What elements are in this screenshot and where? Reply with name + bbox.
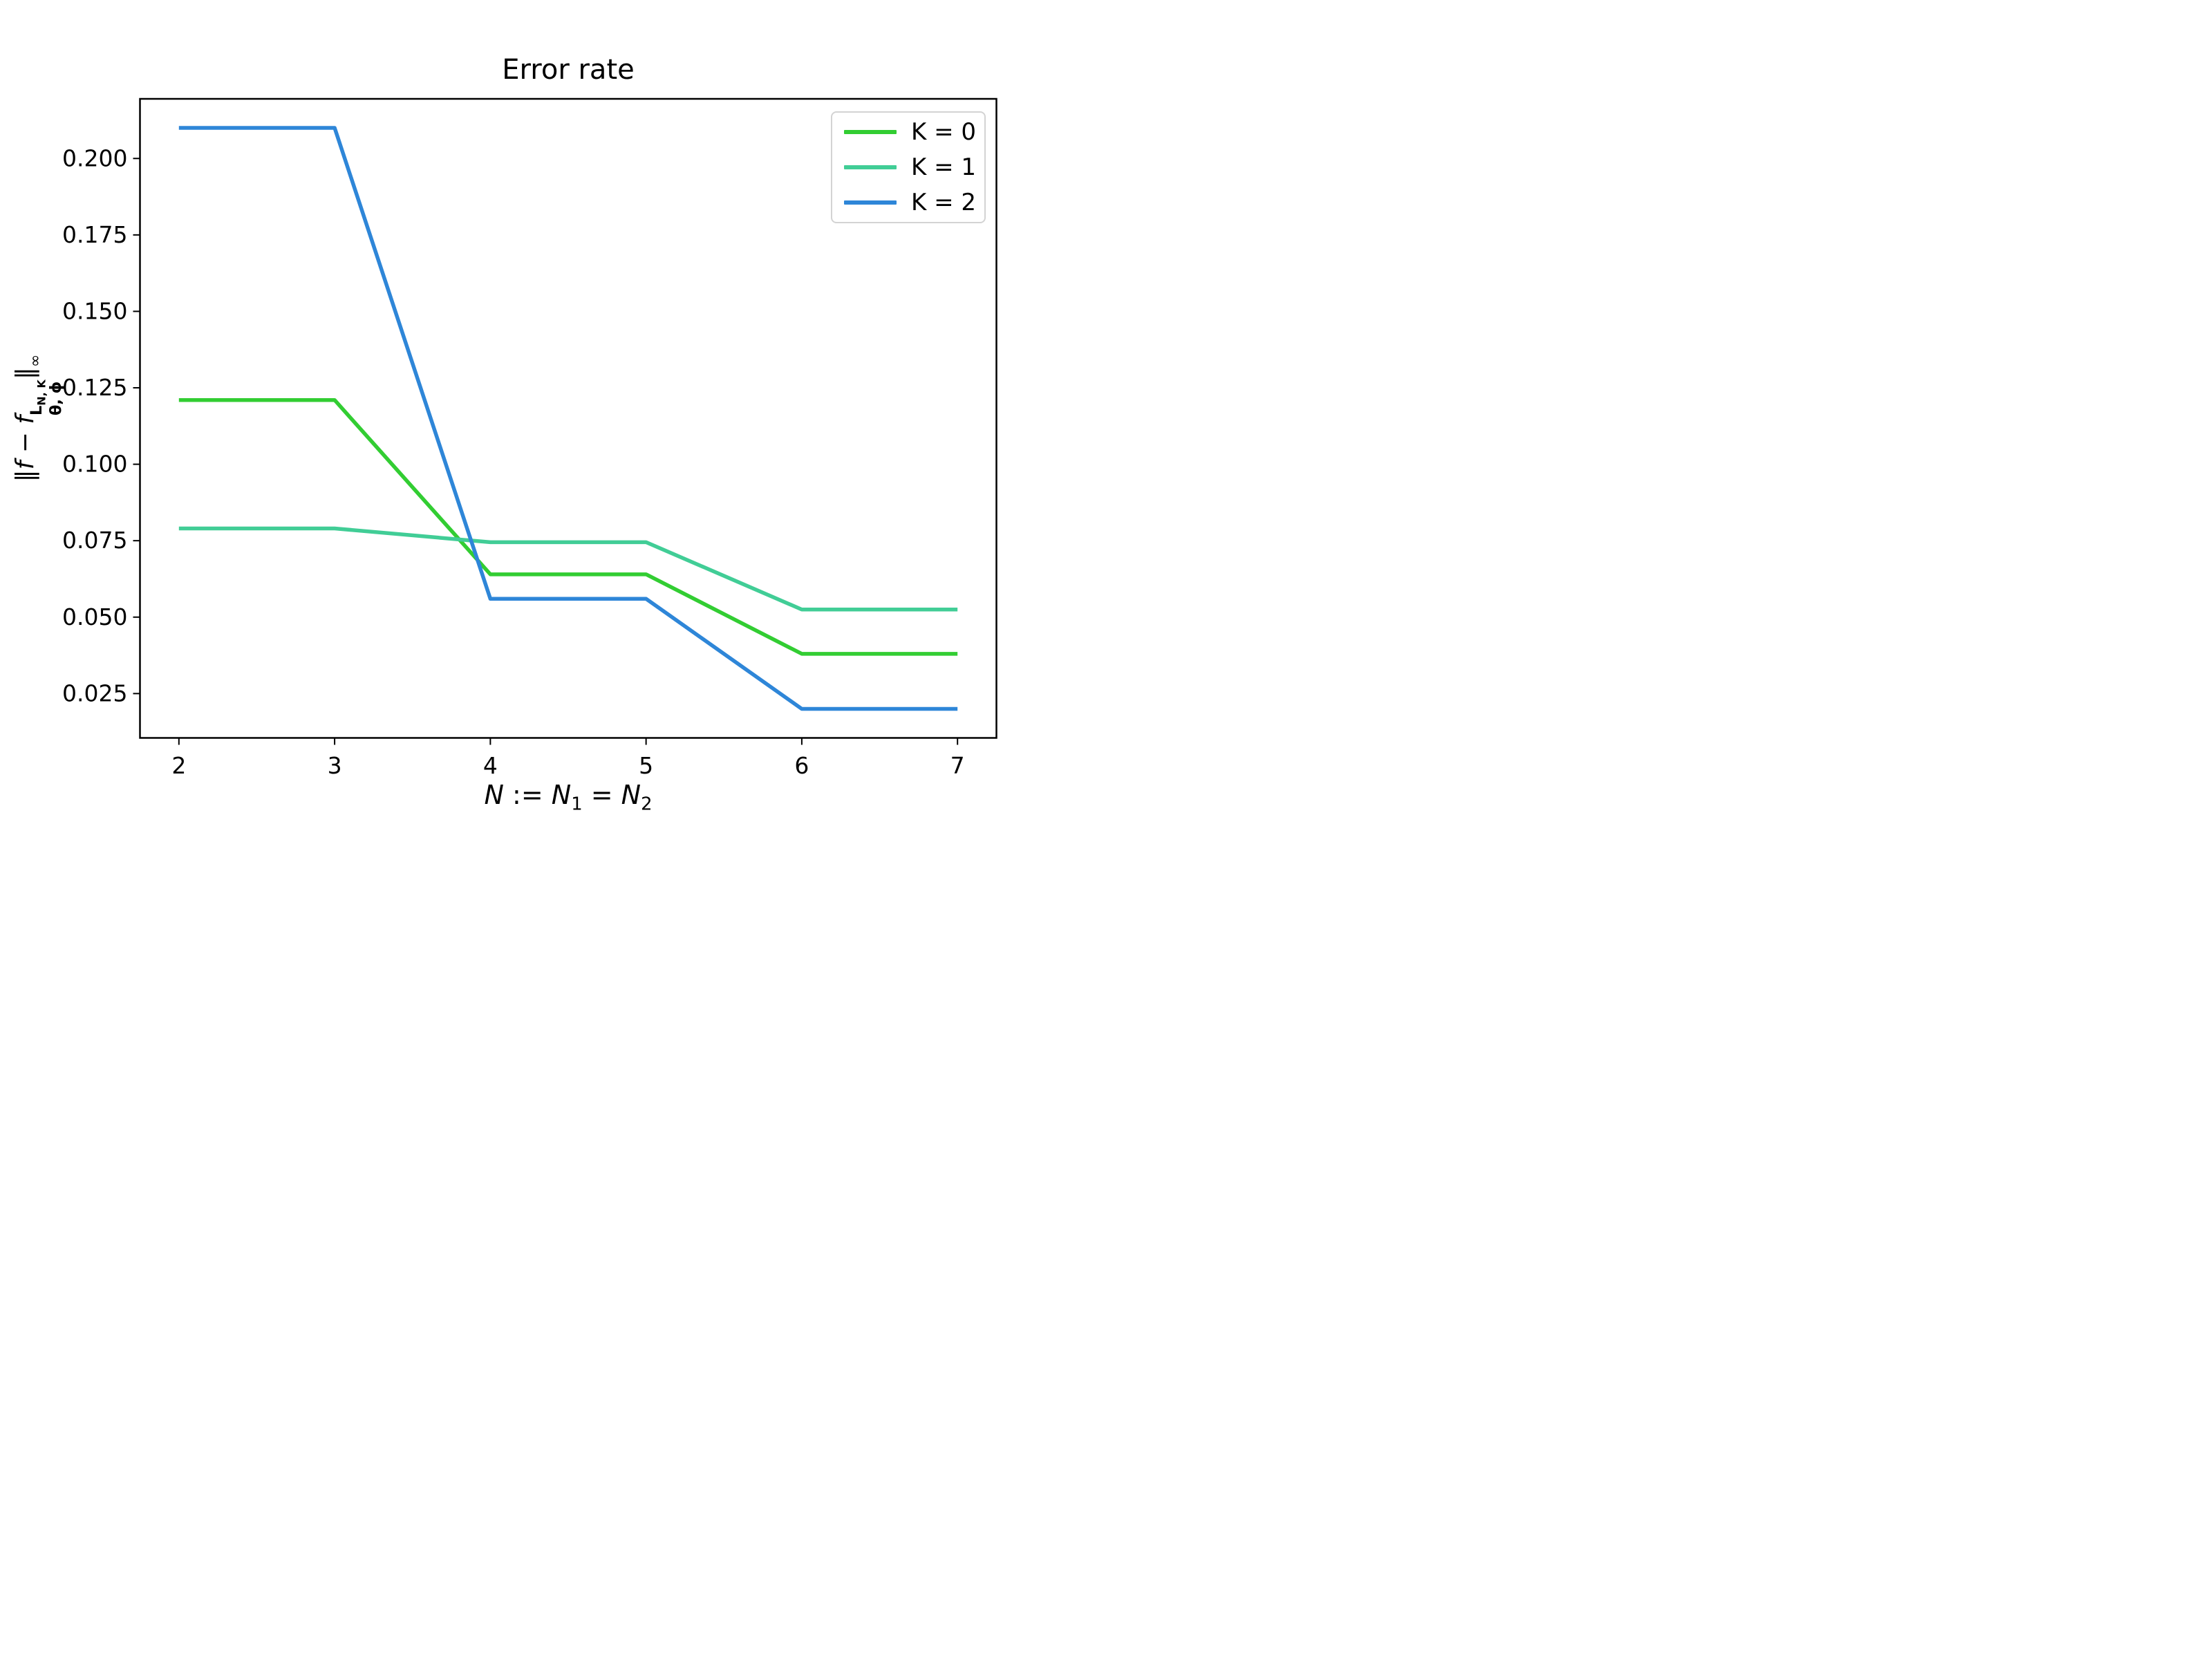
series-line-k=1 — [178, 526, 958, 612]
legend-line-k2 — [844, 200, 897, 205]
legend-entry-k0: K = 0 — [844, 115, 984, 150]
y-tick-label: 0.125 — [62, 374, 127, 401]
legend-entry-k1: K = 1 — [844, 150, 984, 185]
x-tick-label: 5 — [639, 752, 653, 779]
axis-ticks: 2 3 4 5 6 7 0.025 0.050 0.075 0.100 0.125 0.150 0.17… — [62, 144, 965, 779]
x-tick-label: 7 — [950, 752, 965, 779]
chart-title: Error rate — [502, 54, 635, 86]
xlabel-sub1: 1 — [571, 794, 583, 815]
ylabel-subscript: θ, ϕ — [47, 381, 66, 415]
plot-area: 2 3 4 5 6 7 0.025 0.050 0.075 0.100 0.125 0.150 0.17… — [62, 97, 997, 779]
y-tick-label: 0.200 — [62, 144, 127, 171]
legend-label-k2: K = 2 — [911, 189, 977, 216]
xlabel-eq: = — [582, 780, 621, 810]
ylabel-close-norm: ‖ — [11, 367, 39, 380]
y-tick-label: 0.025 — [62, 679, 127, 706]
ylabel-f: f — [11, 460, 39, 470]
legend-label-k0: K = 0 — [911, 118, 977, 146]
axes-spines — [139, 97, 997, 739]
y-tick-label: 0.050 — [62, 603, 127, 630]
y-tick-label: 0.175 — [62, 221, 127, 248]
ylabel-f-approx: f — [11, 415, 39, 424]
x-tick-label: 6 — [794, 752, 809, 779]
x-tick-label: 4 — [483, 752, 498, 779]
ylabel-superscript: LN, K — [28, 379, 48, 415]
x-tick-label: 2 — [171, 752, 186, 779]
ylabel-open-norm: ‖ — [11, 469, 39, 482]
x-tick-label: 3 — [328, 752, 342, 779]
xlabel-N1: N — [551, 780, 572, 810]
x-axis-label: N := N1 = N2 — [140, 780, 997, 815]
legend-line-k1 — [844, 165, 897, 169]
y-tick-label: 0.075 — [62, 527, 127, 554]
y-tick-label: 0.150 — [62, 297, 127, 324]
legend-line-k0 — [844, 130, 897, 134]
series-line-k=0 — [178, 397, 958, 656]
ylabel-infinity: ∞ — [26, 354, 45, 368]
series-line-k=2 — [178, 126, 958, 711]
xlabel-N2: N — [621, 780, 641, 810]
y-tick-label: 0.100 — [62, 451, 127, 478]
legend-entry-k2: K = 2 — [844, 185, 984, 221]
xlabel-assign: := — [503, 780, 552, 810]
xlabel-N: N — [484, 780, 504, 810]
figure: Error rate 2 3 4 5 6 7 0.025 0.050 0.075 0.100 0.1… — [0, 0, 1106, 830]
ylabel-minus: − — [11, 424, 39, 461]
legend-label-k1: K = 1 — [911, 153, 977, 181]
legend: K = 0 K = 1 K = 2 — [831, 111, 986, 223]
xlabel-sub2: 2 — [641, 794, 653, 815]
